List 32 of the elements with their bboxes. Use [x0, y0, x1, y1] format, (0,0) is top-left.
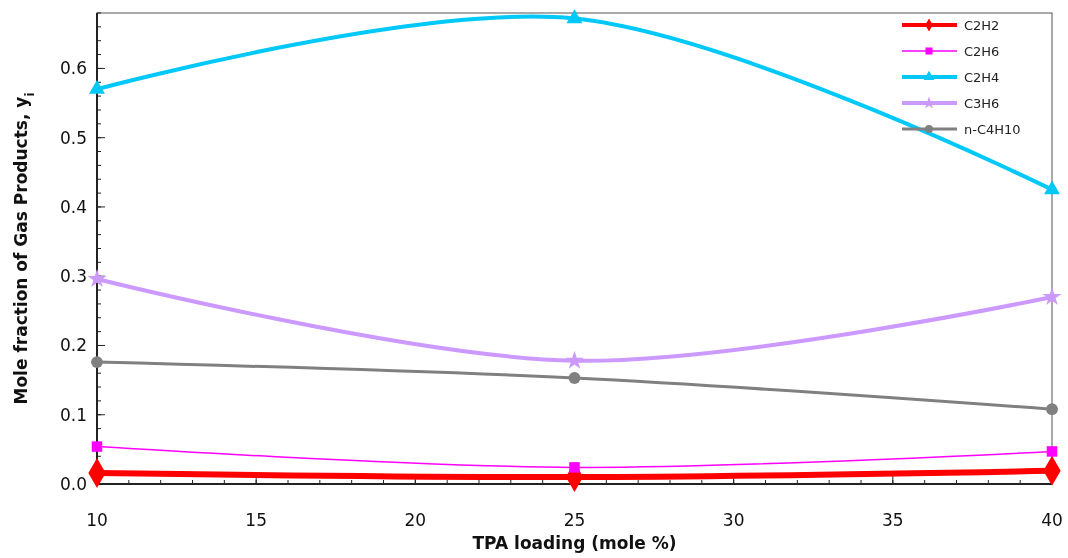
y-tick-label: 0.2	[59, 335, 87, 356]
y-tick-label: 0.0	[59, 473, 87, 494]
point	[1042, 287, 1062, 305]
point	[1046, 446, 1058, 457]
point	[565, 350, 584, 369]
point	[1044, 180, 1060, 195]
legend-label: C3H6	[964, 95, 1000, 111]
point	[569, 462, 580, 473]
x-tick-label: 30	[722, 510, 745, 530]
x-axis-title: TPA loading (mole %)	[472, 533, 677, 553]
x-tick-label: 35	[882, 510, 904, 530]
point	[566, 9, 583, 24]
y-tick-label: 0.6	[59, 58, 87, 79]
point	[91, 441, 103, 452]
point	[91, 356, 103, 368]
y-tick-label: 0.3	[59, 266, 87, 287]
y-tick-label: 0.4	[59, 196, 87, 217]
y-tick-label: 0.1	[59, 404, 87, 425]
x-tick-label: 40	[1041, 510, 1063, 530]
y-tick-label: 0.5	[59, 127, 87, 148]
legend-label: C2H6	[964, 43, 1000, 59]
legend-label: C2H2	[964, 17, 1000, 33]
point	[89, 79, 105, 94]
point	[87, 269, 107, 287]
x-tick-label: 10	[86, 510, 108, 530]
x-tick-label: 15	[245, 510, 267, 530]
x-tick-label: 25	[563, 510, 586, 530]
legend-label: n-C4H10	[964, 121, 1021, 137]
legend-label: C2H4	[964, 69, 1000, 85]
point	[1046, 403, 1058, 416]
x-tick-label: 20	[404, 510, 427, 530]
point	[568, 372, 581, 384]
